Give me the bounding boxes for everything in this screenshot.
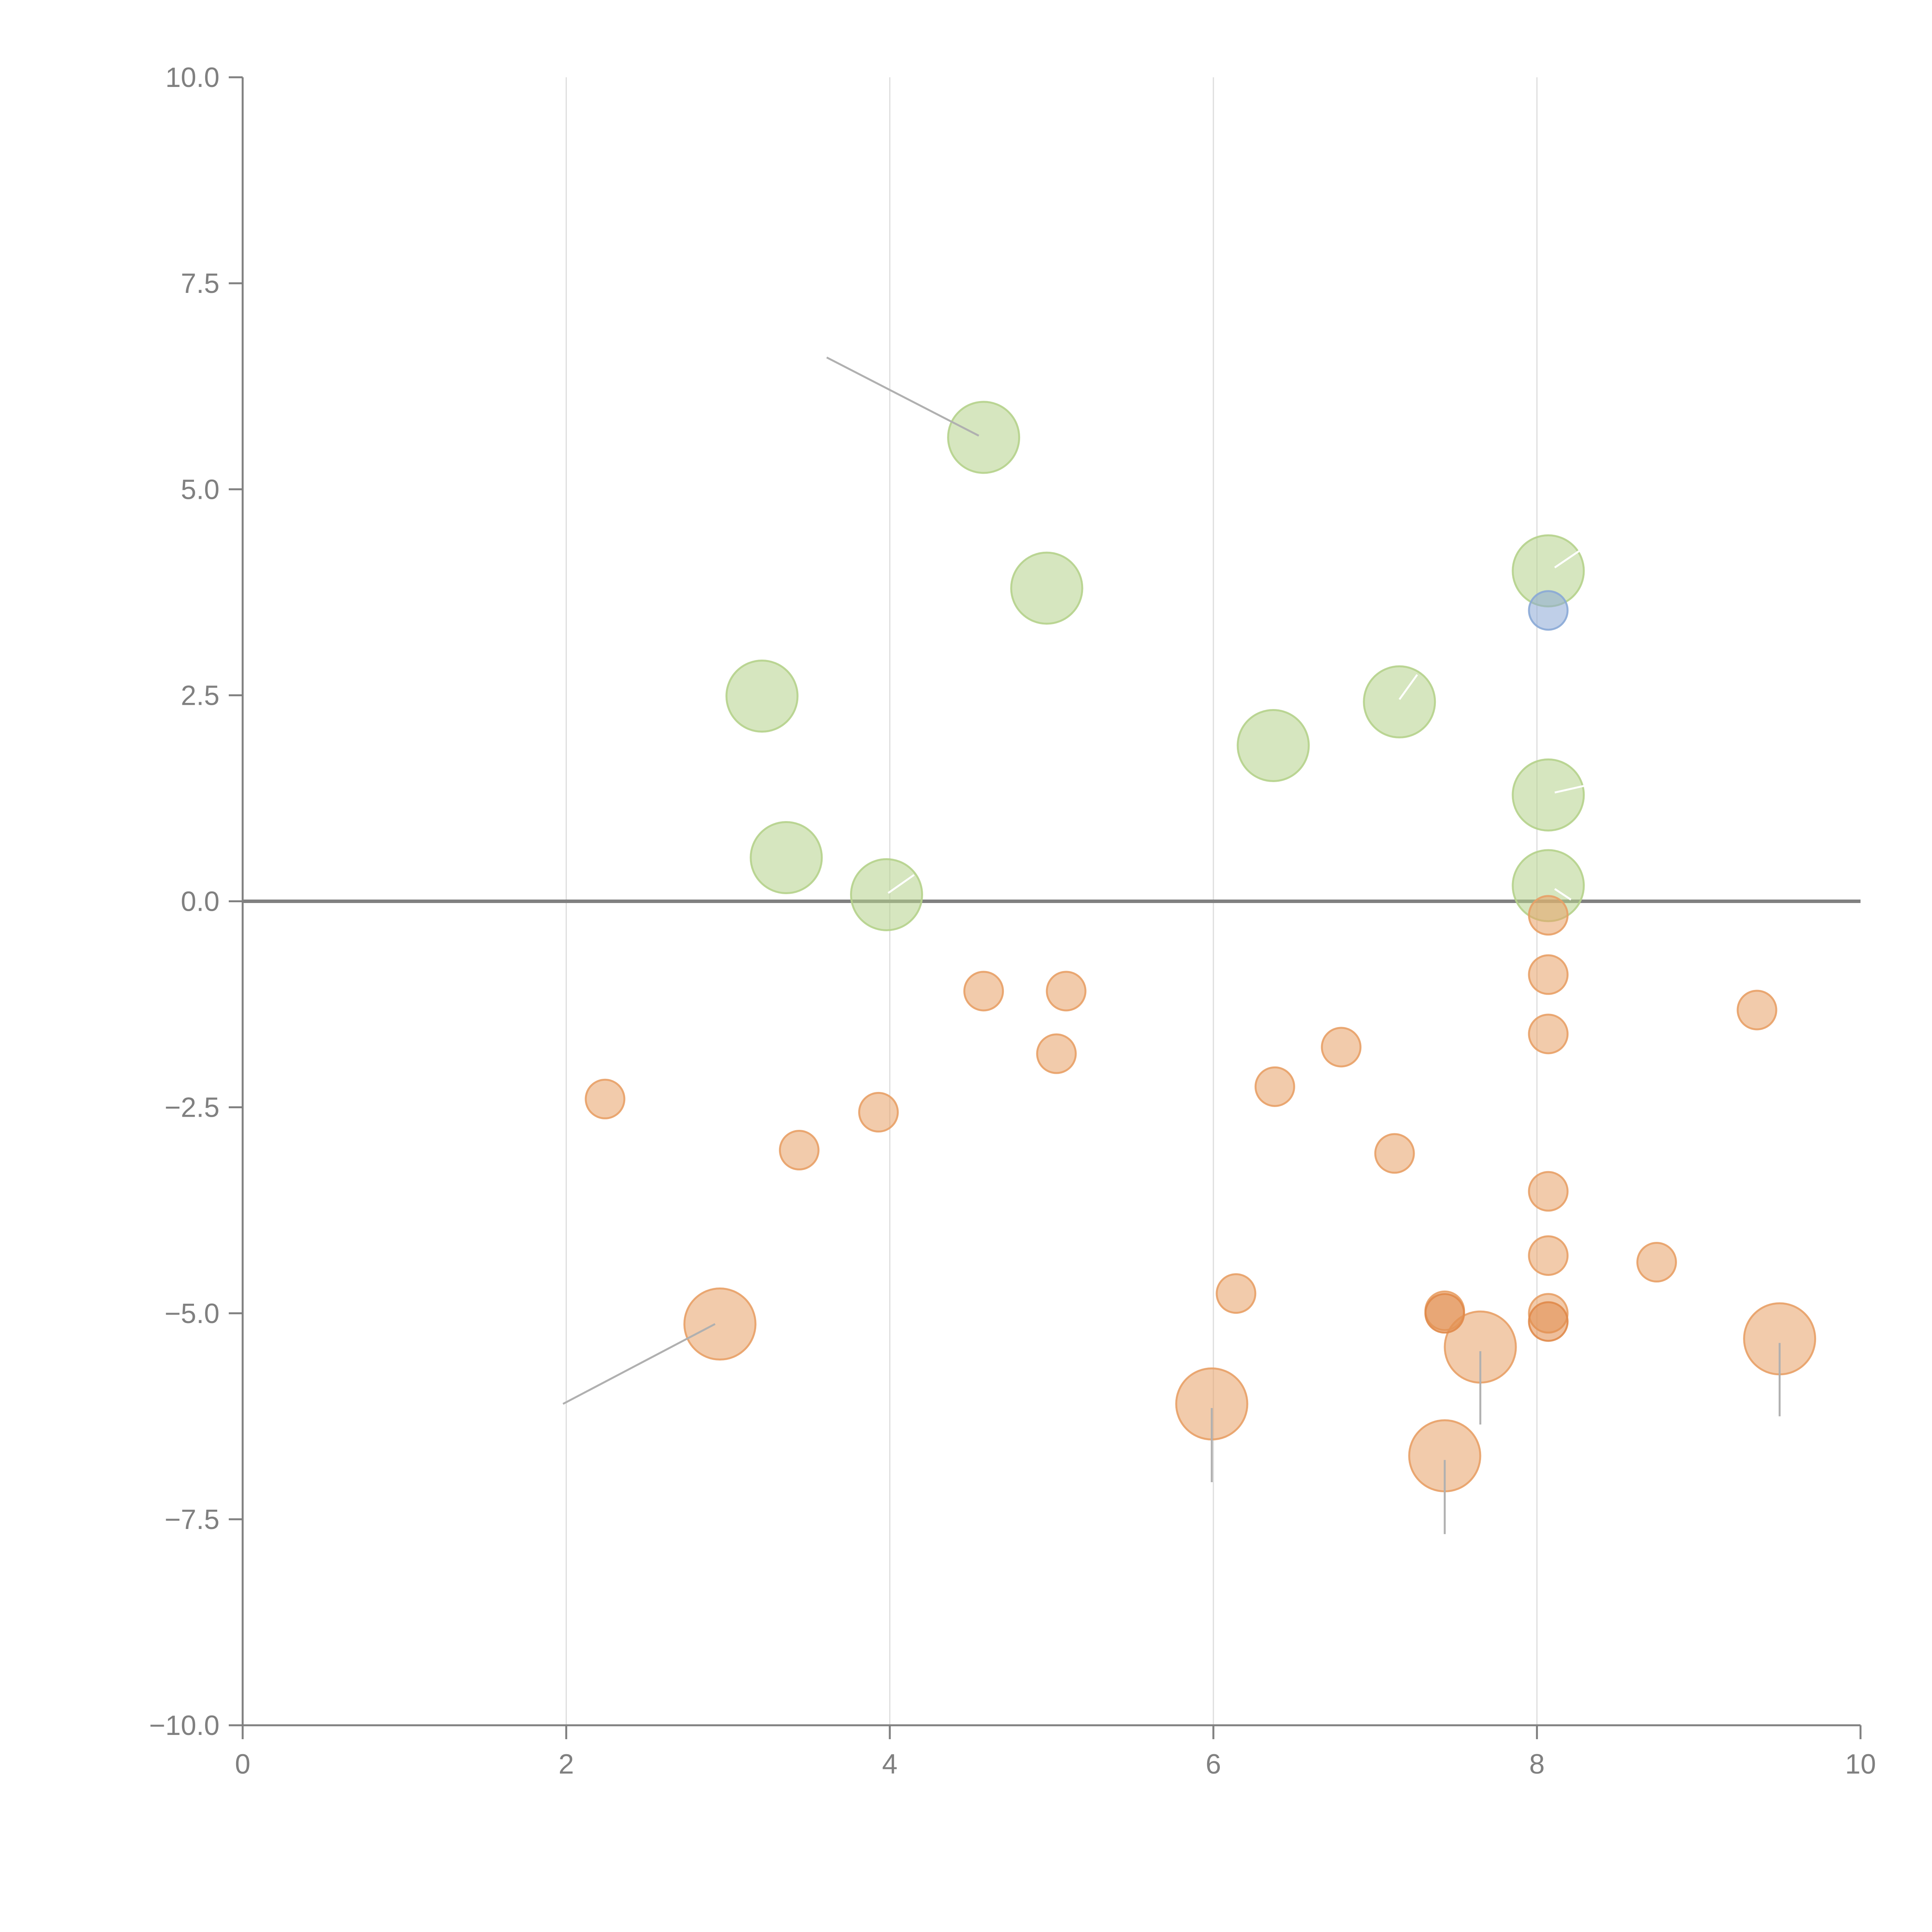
data-point-green xyxy=(725,660,799,733)
data-point-orange xyxy=(683,1287,757,1361)
data-point-blue xyxy=(1528,590,1569,631)
data-point-orange xyxy=(1321,1027,1362,1068)
x-tick-label: 4 xyxy=(882,1749,898,1780)
data-point-green xyxy=(947,401,1020,474)
data-point-green xyxy=(1010,551,1083,625)
data-point-orange xyxy=(1424,1293,1465,1334)
data-point-orange xyxy=(1528,1301,1569,1342)
data-point-orange xyxy=(1046,971,1087,1012)
label-leader-line xyxy=(1554,785,1584,794)
ticks-layer: 0 2 4 6 8 10 10.0 7.5 5.0 2.5 0.0 −2.5 −5.0 −7.5 −10.0 xyxy=(149,62,1876,1780)
label-leader-line xyxy=(826,356,980,437)
leaders-layer xyxy=(562,356,1781,1534)
label-leader-line xyxy=(562,1323,716,1405)
x-tick-label: 2 xyxy=(558,1749,574,1780)
data-point-orange xyxy=(1528,895,1569,936)
data-point-orange xyxy=(1736,990,1777,1031)
data-point-orange xyxy=(779,1130,820,1171)
points-layer xyxy=(585,401,1816,1493)
data-point-orange xyxy=(1254,1066,1295,1107)
x-tick-label: 0 xyxy=(235,1749,250,1780)
x-tick-label: 8 xyxy=(1529,1749,1545,1780)
x-tick-label: 6 xyxy=(1206,1749,1221,1780)
y-tick-label: −5.0 xyxy=(165,1298,219,1329)
axes-layer xyxy=(242,77,1861,1726)
label-leader-line xyxy=(888,874,915,894)
data-point-green xyxy=(750,821,823,894)
y-tick-label: 10.0 xyxy=(165,62,219,93)
data-point-orange xyxy=(963,971,1004,1012)
data-point-orange xyxy=(1528,1171,1569,1212)
data-point-green xyxy=(1363,665,1436,738)
data-point-green xyxy=(1512,758,1585,832)
data-point-orange xyxy=(1528,954,1569,995)
y-tick-label: 5.0 xyxy=(181,474,219,505)
y-tick-label: −7.5 xyxy=(165,1504,219,1535)
data-point-orange xyxy=(585,1078,626,1119)
data-point-orange xyxy=(1528,1014,1569,1054)
y-tick-label: −2.5 xyxy=(165,1092,219,1123)
data-point-orange xyxy=(1374,1133,1415,1174)
data-point-orange xyxy=(1636,1242,1677,1283)
label-leader-line xyxy=(1554,550,1580,568)
y-tick-label: −10.0 xyxy=(149,1710,219,1741)
data-point-orange xyxy=(1216,1273,1257,1314)
data-point-green xyxy=(1236,709,1310,782)
data-point-green xyxy=(850,858,923,931)
data-point-orange xyxy=(1528,1235,1569,1276)
data-point-orange xyxy=(1036,1033,1077,1074)
y-tick-label: 2.5 xyxy=(181,680,219,711)
label-leader-line xyxy=(1398,674,1418,700)
data-point-orange xyxy=(858,1092,899,1133)
x-tick-label: 10 xyxy=(1845,1749,1876,1780)
y-tick-label: 7.5 xyxy=(181,268,219,299)
label-leader-line xyxy=(1554,888,1571,901)
y-tick-label: 0.0 xyxy=(181,886,219,917)
